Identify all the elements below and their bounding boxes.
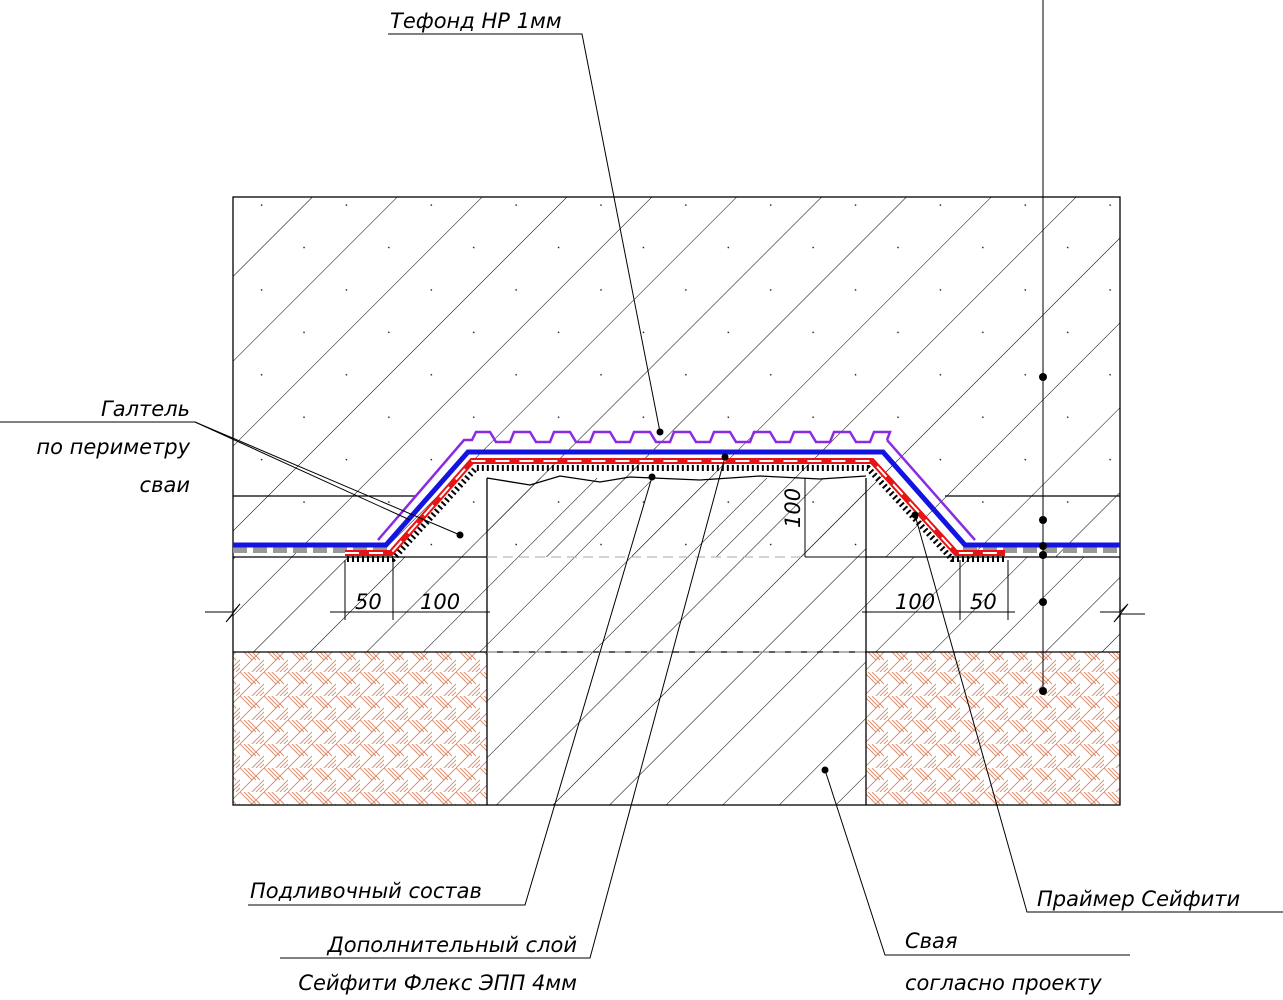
membrane — [233, 430, 1120, 562]
label-extra-layer: Сейфити Флекс ЭПП 4мм — [298, 971, 577, 995]
dimension: 100 — [781, 488, 805, 528]
label-pile: согласно проекту — [905, 971, 1102, 995]
labels: Тефонд НР 1мм Галтель по периметру сваи … — [36, 9, 1240, 995]
label-pile: Свая — [905, 929, 958, 953]
label-galtel: Галтель — [101, 397, 190, 421]
dimension: 50 — [355, 590, 382, 614]
leaders — [0, 0, 1283, 959]
label-tefond: Тефонд НР 1мм — [390, 9, 562, 33]
dimension: 100 — [895, 590, 935, 614]
label-extra-layer: Дополнительный слой — [326, 933, 577, 957]
dimension: 100 — [420, 590, 460, 614]
label-galtel: сваи — [140, 473, 190, 497]
label-galtel: по периметру — [36, 435, 190, 459]
label-podlivka: Подливочный состав — [250, 879, 482, 903]
dimension: 50 — [970, 590, 997, 614]
label-primer: Праймер Сейфити — [1037, 887, 1240, 911]
structure — [205, 196, 1145, 806]
